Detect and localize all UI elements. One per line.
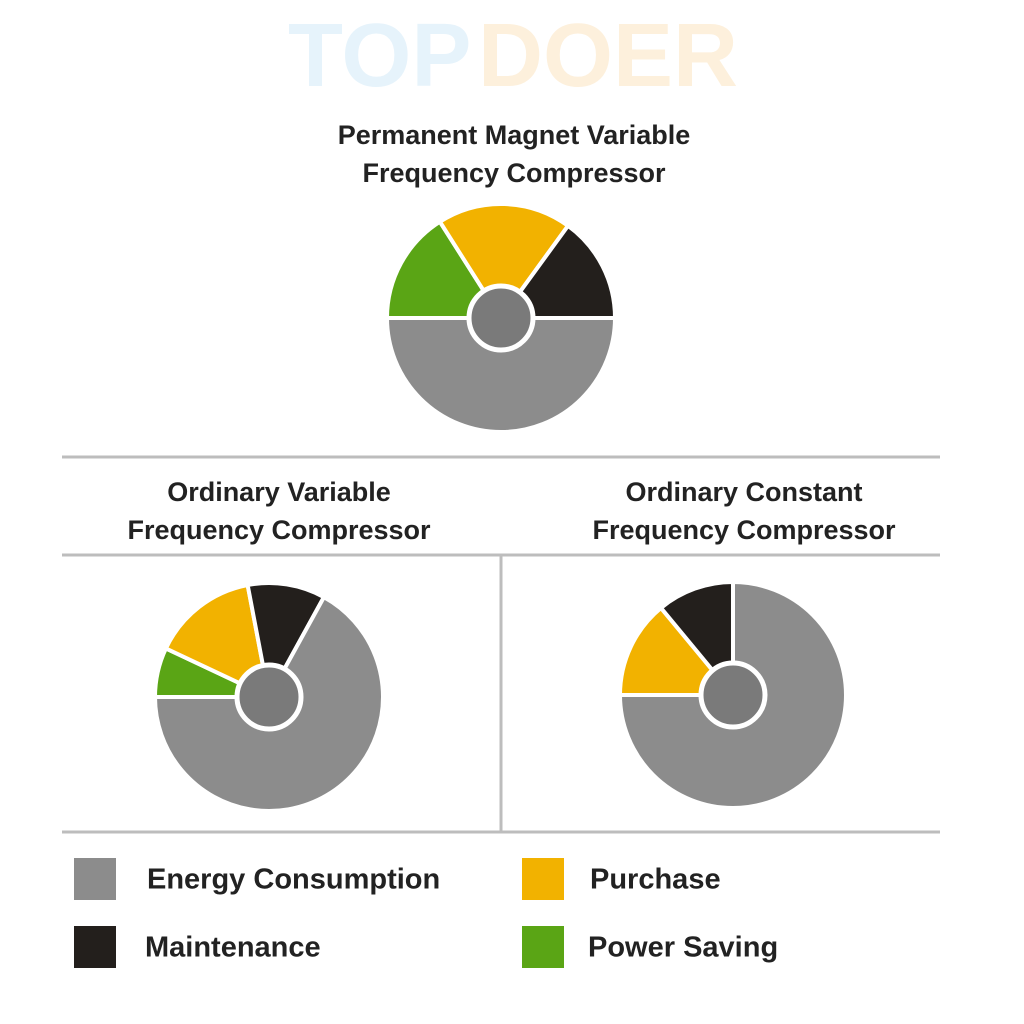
chart-title: Permanent Magnet Variable [338, 120, 691, 150]
legend-label: Purchase [590, 864, 721, 896]
legend-label: Energy Consumption [147, 864, 440, 896]
watermark: TOP [288, 6, 471, 106]
legend-swatch [522, 926, 564, 968]
pie-slice [385, 316, 617, 434]
chart-title: Frequency Compressor [592, 515, 896, 545]
chart-title: Frequency Compressor [127, 515, 431, 545]
chart-title: Ordinary Variable [167, 477, 391, 507]
pie-slice [618, 580, 848, 810]
watermark: DOER [478, 6, 738, 106]
legend-swatch [74, 926, 116, 968]
pie-slice [437, 202, 571, 320]
chart-title: Ordinary Constant [625, 477, 862, 507]
legend-label: Maintenance [145, 932, 321, 964]
pie-hub [698, 660, 768, 730]
legend-label: Power Saving [588, 932, 778, 964]
pie-hub [234, 662, 304, 732]
pie-slice [618, 605, 735, 697]
pie-slice [499, 223, 617, 320]
legend-swatch [74, 858, 116, 900]
legend-swatch [522, 858, 564, 900]
pie-slice [163, 583, 271, 699]
pie-slice [385, 219, 503, 320]
chart-title: Frequency Compressor [362, 158, 666, 188]
pie-hub [466, 283, 536, 353]
